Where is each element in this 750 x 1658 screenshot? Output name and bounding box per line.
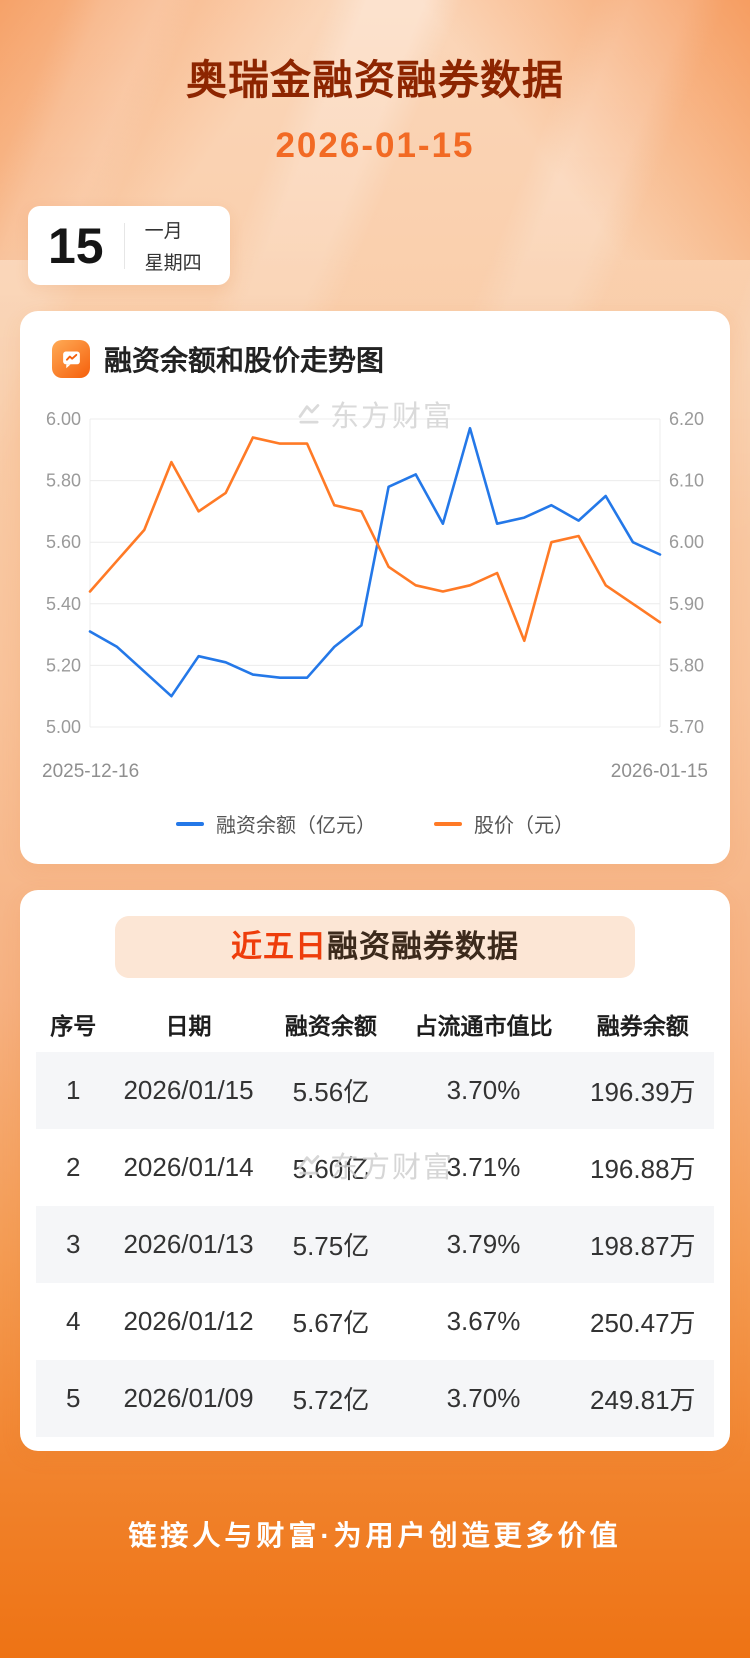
page-title: 奥瑞金融资融券数据	[186, 57, 564, 103]
legend-item: 股价（元）	[434, 809, 574, 838]
svg-text:5.20: 5.20	[46, 655, 81, 675]
x-axis-end-label: 2026-01-15	[610, 761, 708, 782]
calendar-month-weekday: 一月 星期四	[145, 216, 202, 275]
table-cell: 4	[66, 1306, 81, 1336]
table-row: 2 2026/01/14 5.60亿 3.71% 196.88万	[36, 1129, 714, 1206]
svg-text:5.70: 5.70	[669, 717, 704, 737]
table-cell: 1	[66, 1075, 81, 1105]
table-title-rest: 融资融券数据	[327, 929, 519, 964]
chart-card: 融资余额和股价走势图 东方财富 6.00 6.20 5.80 6.10 5.60 6.00…	[20, 311, 730, 864]
table-title-highlight: 近五日	[231, 929, 327, 964]
svg-text:6.00: 6.00	[669, 532, 704, 552]
table-header-cell: 日期	[165, 1013, 212, 1039]
table-cell: 5.75亿	[292, 1231, 370, 1261]
table-header-cell: 融券余额	[596, 1013, 689, 1039]
svg-text:5.80: 5.80	[46, 471, 81, 491]
x-axis-labels: 2025-12-16 2026-01-15	[40, 761, 710, 783]
calendar-weekday: 星期四	[144, 253, 202, 274]
x-axis-start-label: 2025-12-16	[42, 761, 140, 782]
table-cell: 250.47万	[590, 1308, 696, 1338]
svg-text:5.60: 5.60	[46, 532, 81, 552]
calendar-divider	[123, 222, 125, 269]
table-cell: 5.67亿	[292, 1308, 370, 1338]
svg-text:5.40: 5.40	[46, 594, 81, 614]
table-header-cell: 占流通市值比	[414, 1013, 553, 1039]
table-cell: 2	[66, 1152, 81, 1182]
chart-header: 融资余额和股价走势图	[40, 339, 710, 379]
chart-section-title: 融资余额和股价走势图	[104, 345, 385, 376]
table-cell: 3.79%	[446, 1229, 521, 1259]
table-cell: 3	[66, 1229, 81, 1259]
svg-text:5.00: 5.00	[46, 717, 81, 737]
table-card: 近五日融资融券数据 序号 日期 融资余额 占流通市值比 融券余额 1 2026/01/15 5…	[20, 890, 730, 1451]
table-cell: 2026/01/12	[123, 1306, 254, 1336]
table-header-cell: 融资余额	[284, 1013, 377, 1039]
line-chart-icon	[52, 340, 90, 378]
table-cell: 2026/01/14	[123, 1152, 254, 1182]
calendar-card: 15 一月 星期四	[28, 206, 230, 285]
table-cell: 5.60亿	[292, 1154, 370, 1184]
table-cell: 5.72亿	[292, 1385, 370, 1415]
table-cell: 3.70%	[446, 1383, 521, 1413]
trend-line-chart: 6.00 6.20 5.80 6.10 5.60 6.00 5.40 5.90 5.20 5.80…	[46, 409, 704, 737]
table-cell: 198.87万	[590, 1231, 696, 1261]
margin-data-table: 序号 日期 融资余额 占流通市值比 融券余额 1 2026/01/15 5.56亿 3.70% 1…	[36, 996, 714, 1437]
table-row: 5 2026/01/09 5.72亿 3.70% 249.81万	[36, 1360, 714, 1437]
svg-text:6.00: 6.00	[46, 409, 81, 429]
table-cell: 196.88万	[590, 1154, 696, 1184]
legend-item: 融资余额（亿元）	[176, 809, 376, 838]
table-cell: 5.56亿	[292, 1077, 370, 1107]
svg-text:5.80: 5.80	[669, 655, 704, 675]
table-header-cell: 序号	[50, 1013, 97, 1039]
chart-area: 东方财富 6.00 6.20 5.80 6.10 5.60 6.00 5.40 5.90 5.2…	[40, 401, 710, 838]
table-row: 3 2026/01/13 5.75亿 3.79% 198.87万	[36, 1206, 714, 1283]
svg-text:6.10: 6.10	[669, 471, 704, 491]
calendar-month: 一月	[144, 221, 183, 242]
table-cell: 249.81万	[590, 1385, 696, 1415]
svg-text:6.20: 6.20	[669, 409, 704, 429]
table-cell: 196.39万	[590, 1077, 696, 1107]
legend-label: 股价（元）	[474, 815, 574, 837]
table-cell: 5	[66, 1383, 81, 1413]
svg-text:5.90: 5.90	[669, 594, 704, 614]
table-row: 1 2026/01/15 5.56亿 3.70% 196.39万	[36, 1052, 714, 1129]
legend-line-swatch	[176, 821, 204, 826]
chart-legend: 融资余额（亿元） 股价（元）	[40, 809, 710, 838]
page-date: 2026-01-15	[275, 126, 475, 165]
table-cell: 2026/01/13	[123, 1229, 254, 1259]
legend-line-swatch	[434, 821, 462, 826]
legend-label: 融资余额（亿元）	[216, 815, 376, 837]
table-cell: 3.67%	[446, 1306, 521, 1336]
table-cell: 2026/01/15	[123, 1075, 254, 1105]
footer-slogan: 链接人与财富·为用户创造更多价值	[128, 1520, 622, 1551]
table-cell: 3.70%	[446, 1075, 521, 1105]
table-header-row: 序号 日期 融资余额 占流通市值比 融券余额	[36, 996, 714, 1052]
table-cell: 2026/01/09	[123, 1383, 254, 1413]
calendar-day: 15	[48, 217, 104, 274]
table-cell: 3.71%	[446, 1152, 521, 1182]
table-row: 4 2026/01/12 5.67亿 3.67% 250.47万	[36, 1283, 714, 1360]
table-title: 近五日融资融券数据	[115, 916, 635, 978]
